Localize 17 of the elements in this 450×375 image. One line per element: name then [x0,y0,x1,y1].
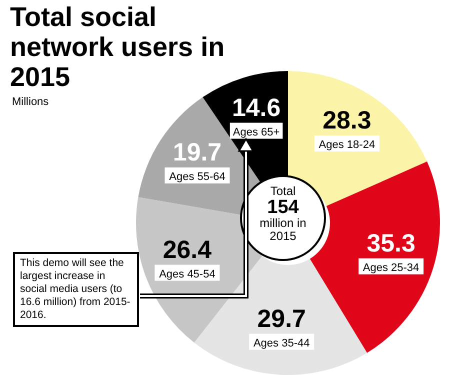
text: Millions [12,96,49,108]
text: This demo will see the largest increase in social media users (to 16.6 million) from 2015-2016. [13,252,139,327]
slice-label: Ages 35-44 [253,337,310,350]
data-label: 26.4 [162,236,212,264]
data-label: 28.3 [322,106,372,135]
text: Total 154 million in 2015 [258,184,308,243]
slice-label: Ages 55-64 [169,170,226,183]
data-label: 14.6 [232,94,281,122]
data-label: 35.3 [366,229,416,258]
donut-slice [310,162,440,353]
slice-label: Ages 45-54 [159,268,216,280]
slice-label: Ages 65+ [232,126,280,138]
data-label: 19.7 [172,138,222,166]
slice-label: Ages 18-24 [318,139,376,152]
data-label: 29.7 [257,304,306,333]
slice-label: Ages 25-34 [362,262,420,274]
chart-title: Total social network users in 2015 [10,2,226,92]
